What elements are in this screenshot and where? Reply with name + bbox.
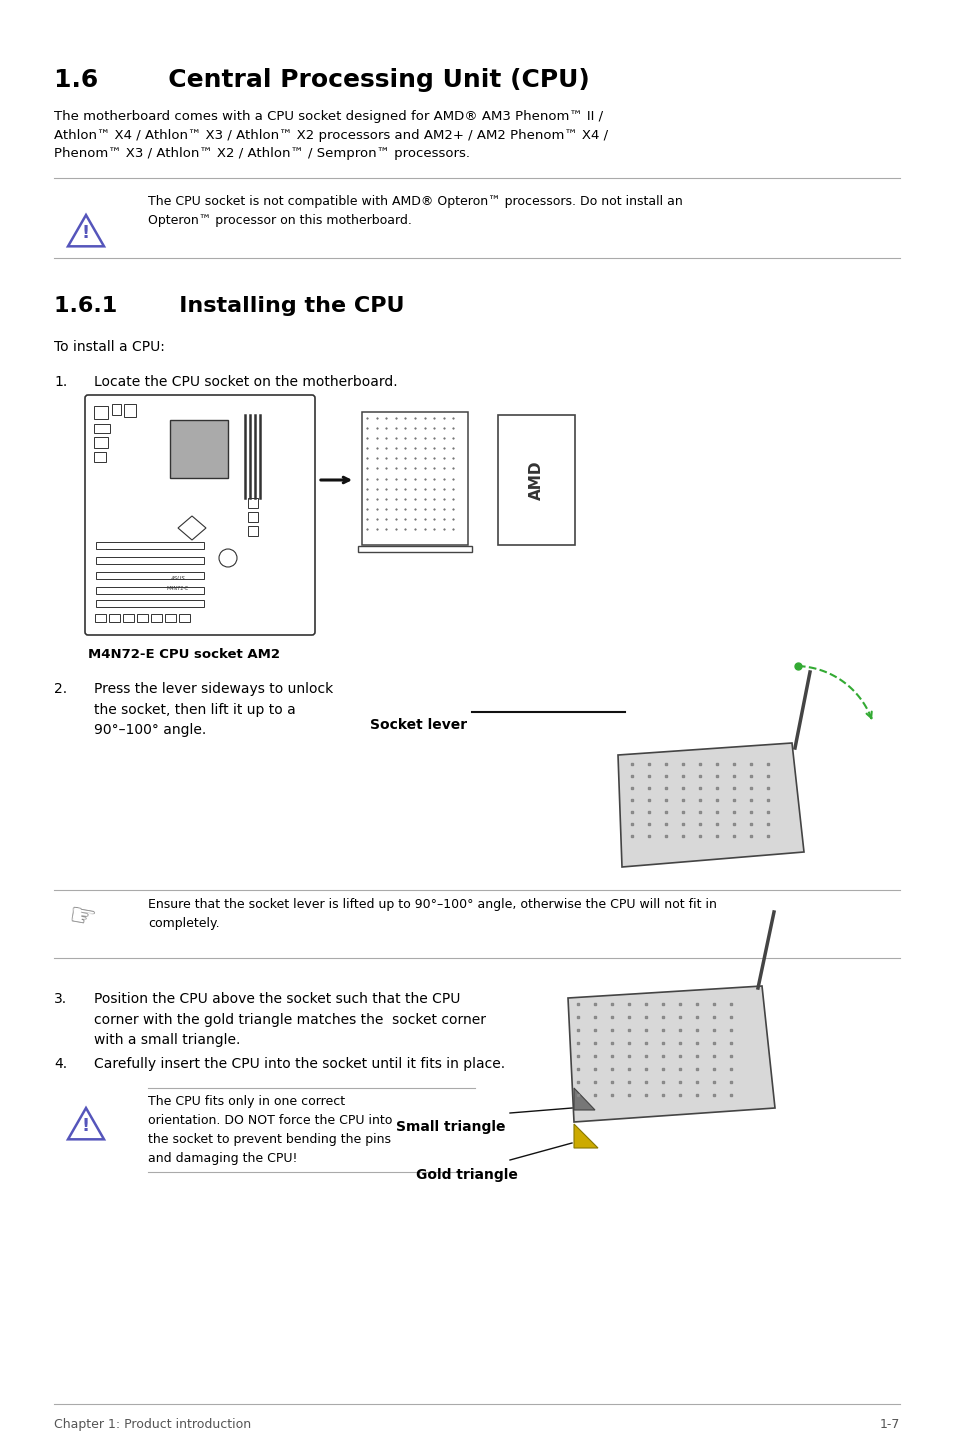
Bar bbox=[94, 407, 108, 420]
Text: !: ! bbox=[82, 1117, 90, 1136]
Bar bbox=[94, 437, 108, 448]
Bar bbox=[357, 546, 472, 551]
Bar bbox=[170, 420, 228, 478]
Polygon shape bbox=[574, 1124, 598, 1148]
Bar bbox=[124, 404, 136, 417]
Text: The CPU socket is not compatible with AMD® Opteron™ processors. Do not install a: The CPU socket is not compatible with AM… bbox=[148, 195, 682, 228]
Text: 1.6.1        Installing the CPU: 1.6.1 Installing the CPU bbox=[54, 296, 404, 316]
Text: 1-7: 1-7 bbox=[879, 1418, 899, 1431]
Text: ☞: ☞ bbox=[66, 902, 98, 935]
Text: Position the CPU above the socket such that the CPU
corner with the gold triangl: Position the CPU above the socket such t… bbox=[94, 992, 485, 1047]
Bar bbox=[123, 614, 133, 621]
Polygon shape bbox=[574, 1088, 595, 1110]
Text: M4N72-E CPU socket AM2: M4N72-E CPU socket AM2 bbox=[88, 649, 280, 662]
Text: 3.: 3. bbox=[54, 992, 67, 1007]
Text: 2.: 2. bbox=[54, 682, 67, 696]
Text: !: ! bbox=[82, 225, 90, 242]
Bar bbox=[248, 513, 257, 523]
Text: 1.: 1. bbox=[54, 375, 67, 390]
Text: 1.6        Central Processing Unit (CPU): 1.6 Central Processing Unit (CPU) bbox=[54, 67, 589, 92]
Bar bbox=[151, 614, 162, 621]
Bar bbox=[137, 614, 148, 621]
Text: 4.: 4. bbox=[54, 1057, 67, 1071]
Text: Gold triangle: Gold triangle bbox=[416, 1169, 517, 1181]
Bar bbox=[248, 498, 257, 508]
Bar bbox=[95, 614, 106, 621]
Text: M4N72-E: M4N72-E bbox=[167, 586, 189, 591]
Bar bbox=[96, 600, 204, 607]
Bar bbox=[96, 557, 204, 564]
Text: The motherboard comes with a CPU socket designed for AMD® AM3 Phenom™ II /
Athlo: The motherboard comes with a CPU socket … bbox=[54, 110, 607, 160]
Text: Small triangle: Small triangle bbox=[395, 1120, 505, 1134]
Bar bbox=[179, 614, 190, 621]
Text: Carefully insert the CPU into the socket until it fits in place.: Carefully insert the CPU into the socket… bbox=[94, 1057, 504, 1071]
Text: Ensure that the socket lever is lifted up to 90°–100° angle, otherwise the CPU w: Ensure that the socket lever is lifted u… bbox=[148, 898, 716, 929]
Bar bbox=[112, 404, 121, 415]
Polygon shape bbox=[618, 743, 803, 866]
Bar bbox=[94, 453, 106, 463]
Bar bbox=[165, 614, 175, 621]
Bar bbox=[248, 526, 257, 536]
Bar bbox=[96, 541, 204, 548]
Bar bbox=[497, 415, 575, 546]
Polygon shape bbox=[567, 987, 774, 1123]
Bar bbox=[96, 587, 204, 594]
Bar bbox=[96, 571, 204, 579]
Text: Locate the CPU socket on the motherboard.: Locate the CPU socket on the motherboard… bbox=[94, 375, 397, 390]
Bar bbox=[361, 412, 468, 546]
Text: The CPU fits only in one correct
orientation. DO NOT force the CPU into
the sock: The CPU fits only in one correct orienta… bbox=[148, 1095, 392, 1166]
Bar bbox=[94, 424, 110, 432]
Bar bbox=[109, 614, 120, 621]
Text: ASUS: ASUS bbox=[171, 576, 185, 581]
Text: Socket lever: Socket lever bbox=[370, 717, 467, 732]
Text: Press the lever sideways to unlock
the socket, then lift it up to a
90°–100° ang: Press the lever sideways to unlock the s… bbox=[94, 682, 333, 737]
Text: AMD: AMD bbox=[529, 460, 543, 500]
Text: To install a CPU:: To install a CPU: bbox=[54, 339, 165, 354]
Text: Chapter 1: Product introduction: Chapter 1: Product introduction bbox=[54, 1418, 251, 1431]
